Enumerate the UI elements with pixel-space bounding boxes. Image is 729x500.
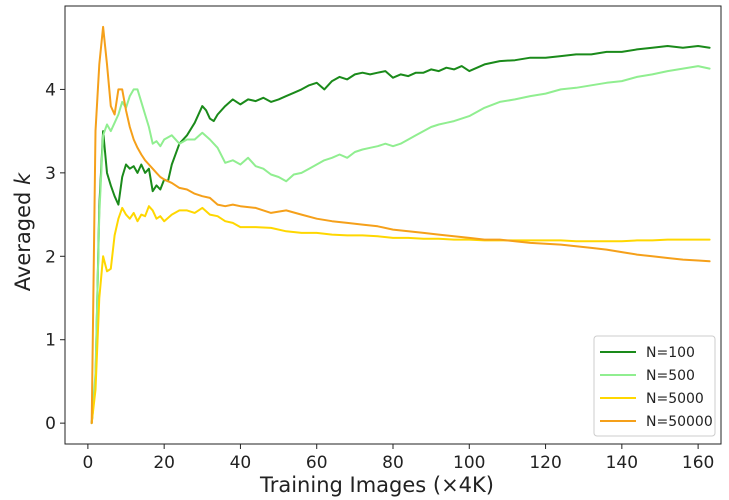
x-axis-ticks: 0 20 40 60 80 100 120 140 160 xyxy=(82,444,714,473)
legend-label: N=50000 xyxy=(646,414,713,430)
series-layer xyxy=(90,25,711,425)
legend-label: N=100 xyxy=(646,345,695,361)
y-tick-label: 0 xyxy=(45,414,56,434)
series-line-n-100 xyxy=(90,45,711,425)
y-tick-label: 4 xyxy=(45,80,56,100)
series-line-n-500 xyxy=(90,65,711,425)
legend: N=100 N=500 N=5000 N=50000 xyxy=(593,335,716,437)
x-tick-label: 0 xyxy=(82,453,93,473)
y-axis-label-variable: k xyxy=(11,172,35,185)
x-tick-label: 20 xyxy=(153,453,175,473)
legend-label: N=5000 xyxy=(646,391,704,407)
legend-box xyxy=(593,335,716,437)
x-tick-label: 120 xyxy=(529,453,561,473)
y-tick-label: 2 xyxy=(45,247,56,267)
x-tick-label: 140 xyxy=(606,453,638,473)
x-axis-label: Training Images (×4K) xyxy=(259,473,494,497)
series-line-n-50000 xyxy=(90,25,711,425)
legend-label: N=500 xyxy=(646,368,695,384)
x-tick-label: 40 xyxy=(230,453,252,473)
x-tick-label: 100 xyxy=(453,453,485,473)
y-axis-label-main: Averaged xyxy=(11,185,35,291)
series-line-n-5000 xyxy=(90,205,711,425)
y-axis-label: Averaged k xyxy=(11,172,35,291)
y-axis-ticks: 0 1 2 3 4 xyxy=(45,80,65,434)
x-tick-label: 60 xyxy=(306,453,328,473)
x-tick-label: 80 xyxy=(382,453,404,473)
y-tick-label: 3 xyxy=(45,164,56,184)
y-tick-label: 1 xyxy=(45,331,56,351)
x-tick-label: 160 xyxy=(682,453,714,473)
